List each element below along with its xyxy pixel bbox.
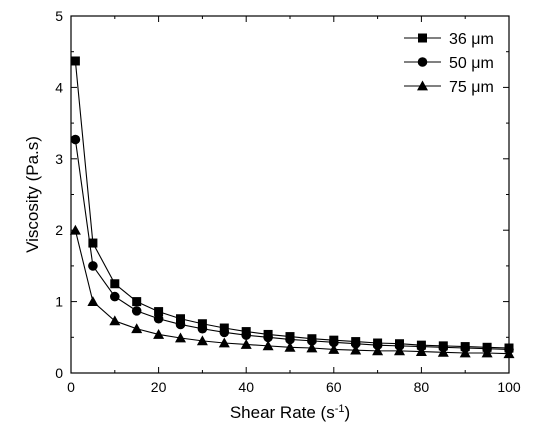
legend-entry: 36 μm: [404, 31, 494, 48]
data-point: [175, 332, 186, 343]
legend-marker: [417, 57, 428, 67]
data-point: [154, 307, 164, 317]
data-point: [196, 335, 208, 346]
data-point: [263, 332, 273, 343]
x-tick-label: 20: [151, 379, 167, 395]
data-point: [176, 314, 185, 324]
data-point: [328, 343, 340, 354]
series-line: [74, 139, 510, 350]
data-point: [218, 337, 230, 348]
data-point: [197, 323, 208, 334]
data-point: [70, 134, 81, 145]
y-tick-label: 2: [55, 222, 63, 238]
x-axis-title-close: ): [345, 403, 351, 422]
y-tick-label: 4: [55, 79, 63, 95]
data-point: [131, 306, 142, 316]
data-point: [88, 238, 98, 248]
data-point: [329, 337, 339, 348]
legend: 36 μm 50 μm 75 μm: [404, 31, 494, 96]
legend-label: 50 μm: [449, 55, 494, 72]
data-point: [372, 340, 383, 350]
legend-marker: [418, 33, 427, 43]
data-point: [197, 319, 207, 329]
data-point: [241, 330, 251, 340]
data-point: [459, 347, 471, 358]
data-point: [110, 279, 120, 289]
series-layer: [69, 56, 515, 359]
data-point: [132, 297, 142, 307]
x-tick-label: 100: [497, 379, 521, 395]
data-point: [350, 338, 361, 349]
data-point: [175, 319, 186, 330]
data-point: [240, 338, 252, 349]
data-point: [481, 347, 493, 358]
y-tick-label: 1: [55, 294, 63, 310]
x-tick-label: 60: [326, 379, 342, 395]
data-point: [69, 224, 81, 235]
data-point: [70, 56, 80, 66]
data-point: [262, 340, 274, 351]
data-point: [88, 261, 98, 271]
legend-label: 75 μm: [449, 79, 494, 96]
axes-layer: 0 20 40 60 80 100 0 1 2 3 4 5: [55, 8, 521, 395]
x-tick-label: 40: [238, 379, 254, 395]
data-point: [131, 323, 143, 334]
data-point: [350, 344, 362, 355]
y-axis-title: Viscosity (Pa.s): [23, 136, 42, 253]
data-point: [285, 334, 295, 345]
x-axis-title: Shear Rate (s-1): [230, 403, 350, 422]
data-point: [110, 291, 120, 302]
legend-entry: 50 μm: [404, 55, 494, 72]
series-circle: [70, 134, 514, 355]
x-tick-label: 0: [67, 379, 75, 395]
y-tick-label: 3: [55, 151, 63, 167]
legend-marker: [417, 80, 428, 91]
data-point: [153, 328, 165, 339]
data-point: [284, 341, 296, 352]
data-point: [87, 296, 99, 306]
data-point: [415, 346, 427, 356]
y-tick-label: 5: [55, 8, 63, 24]
series-triangle: [69, 224, 515, 359]
data-point: [307, 336, 317, 346]
data-point: [153, 313, 164, 324]
x-tick-label: 80: [414, 379, 430, 395]
legend-label: 36 μm: [449, 31, 494, 48]
plot-frame: [70, 15, 510, 374]
data-point: [372, 345, 384, 356]
data-point: [437, 346, 449, 357]
x-axis-title-main: Shear Rate (s: [230, 403, 335, 422]
y-tick-label: 0: [55, 365, 63, 381]
x-axis-title-superscript: -1: [335, 403, 345, 415]
data-point: [394, 345, 405, 356]
data-point: [109, 315, 121, 326]
legend-entry: 75 μm: [404, 79, 494, 96]
data-point: [219, 327, 230, 338]
data-point: [306, 342, 318, 353]
